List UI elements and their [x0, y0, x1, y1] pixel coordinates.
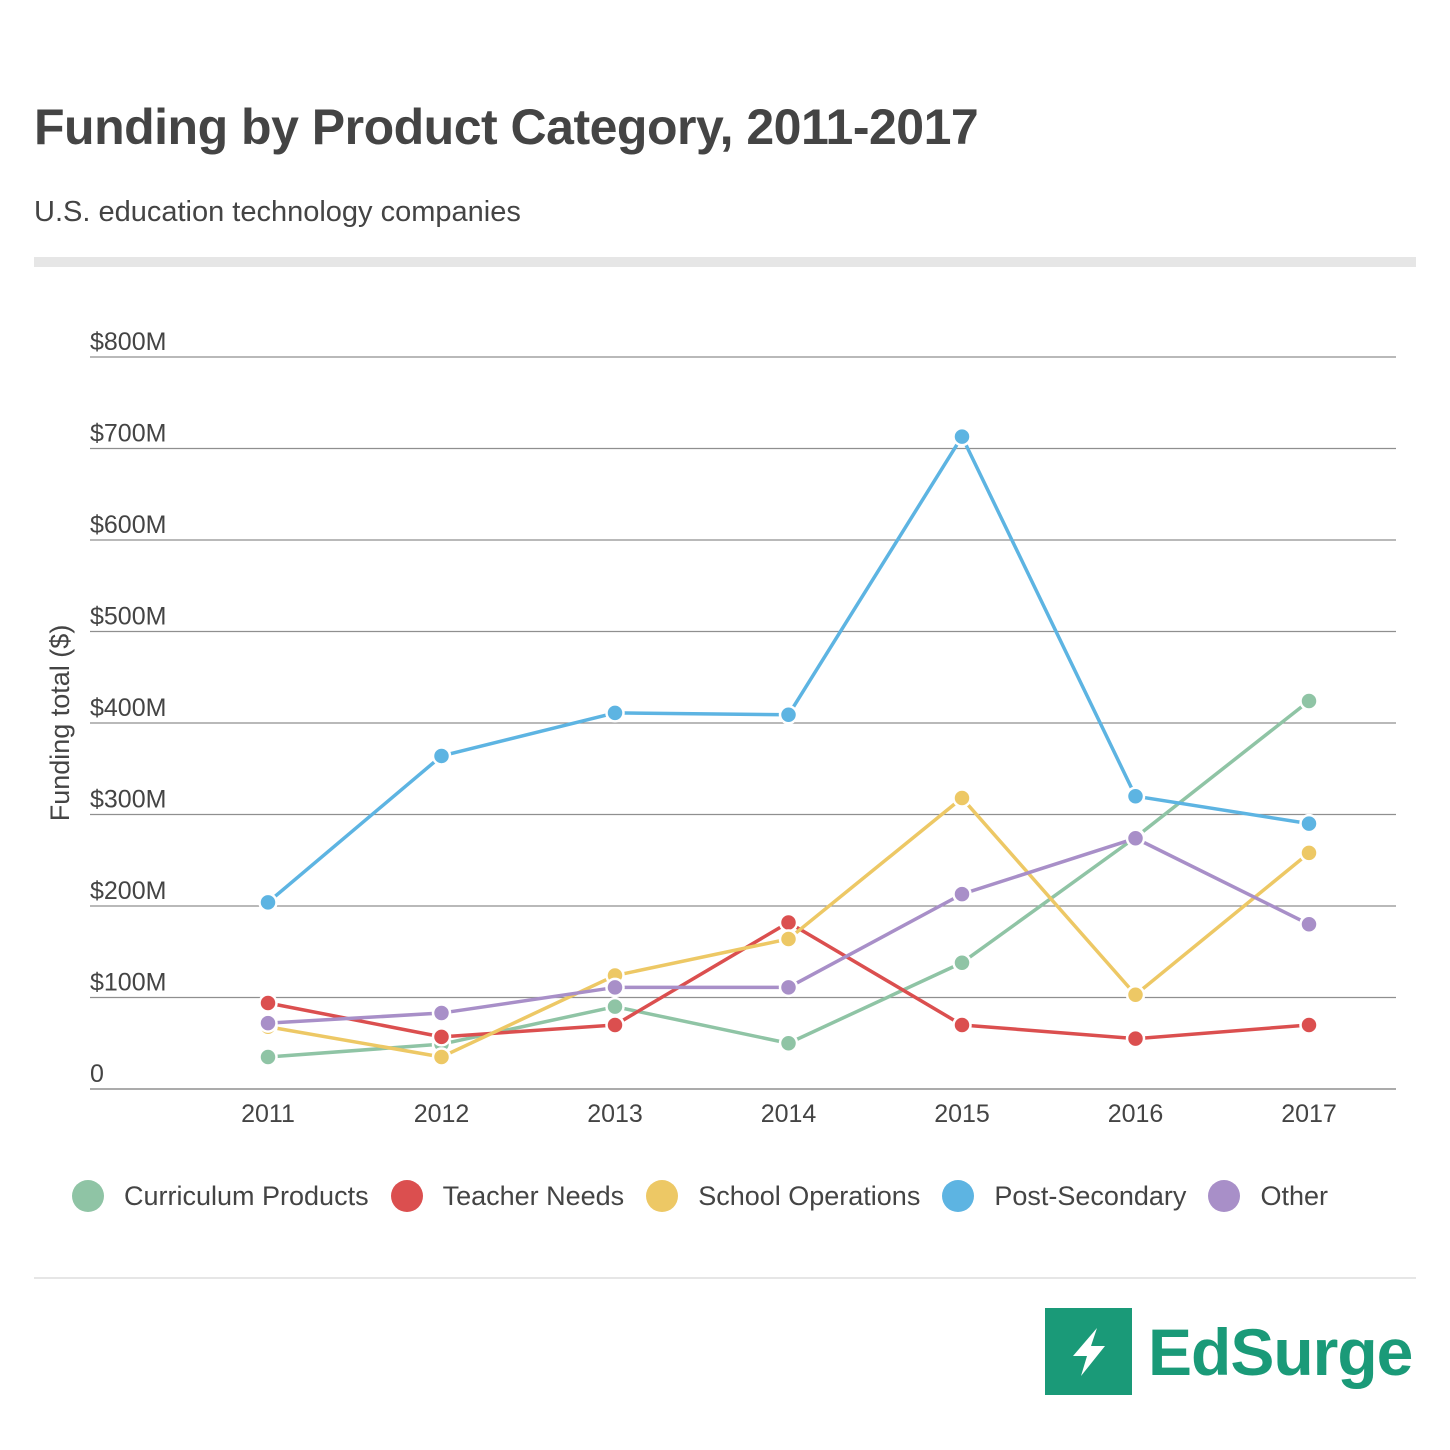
y-tick-label: $600M — [90, 511, 166, 539]
legend-item[interactable]: Curriculum Products — [72, 1180, 369, 1212]
y-tick-label: $500M — [90, 603, 166, 631]
data-point[interactable] — [952, 788, 972, 808]
data-point[interactable] — [1125, 786, 1146, 806]
logo-text: EdSurge — [1148, 1314, 1413, 1389]
legend-swatch — [942, 1180, 975, 1212]
data-point[interactable] — [605, 703, 625, 723]
x-tick-label: 2017 — [1281, 1100, 1337, 1128]
data-point[interactable] — [1299, 914, 1319, 935]
chart-subtitle: U.S. education technology companies — [34, 196, 521, 228]
y-tick-label: $100M — [90, 969, 166, 997]
chart-title: Funding by Product Category, 2011-2017 — [34, 99, 979, 155]
data-point[interactable] — [1125, 1028, 1146, 1049]
legend-item[interactable]: Teacher Needs — [390, 1180, 625, 1212]
x-tick-label: 2011 — [241, 1100, 295, 1128]
header-divider — [34, 257, 1416, 267]
data-point[interactable] — [778, 705, 799, 725]
data-point[interactable] — [605, 996, 625, 1017]
legend-label: Post-Secondary — [994, 1180, 1187, 1211]
data-point[interactable] — [1125, 828, 1146, 849]
y-tick-label: $200M — [90, 877, 166, 905]
legend-label: School Operations — [698, 1180, 921, 1211]
edsurge-logo: EdSurge — [1045, 1308, 1413, 1395]
y-tick-label: $400M — [90, 694, 166, 722]
data-point[interactable] — [952, 952, 972, 973]
data-point[interactable] — [431, 1027, 452, 1047]
data-point[interactable] — [1125, 985, 1146, 1005]
data-point[interactable] — [778, 977, 799, 998]
data-point[interactable] — [605, 1015, 625, 1035]
y-tick-label: $700M — [90, 420, 166, 448]
legend: Curriculum Products Teacher Needs School O… — [72, 1178, 1350, 1214]
lightning-bolt-icon — [1045, 1308, 1132, 1395]
data-point[interactable] — [952, 1015, 972, 1035]
data-point[interactable] — [605, 977, 625, 998]
data-point[interactable] — [778, 912, 799, 933]
legend-swatch — [646, 1180, 679, 1212]
y-tick-label: $300M — [90, 786, 166, 814]
y-tick-label: 0 — [90, 1060, 104, 1088]
data-point[interactable] — [258, 892, 278, 913]
series-lines — [266, 434, 1311, 1059]
legend-swatch — [1208, 1180, 1241, 1212]
legend-item[interactable]: Other — [1208, 1180, 1328, 1212]
legend-label: Other — [1260, 1180, 1328, 1211]
y-axis-title: Funding total ($) — [45, 625, 75, 822]
data-point[interactable] — [1299, 813, 1319, 834]
legend-swatch — [72, 1180, 104, 1212]
legend-label: Curriculum Products — [124, 1180, 369, 1211]
data-point[interactable] — [952, 426, 972, 447]
data-point[interactable] — [431, 746, 452, 766]
data-point[interactable] — [1299, 1015, 1319, 1035]
data-point[interactable] — [431, 1047, 452, 1067]
legend-label: Teacher Needs — [442, 1180, 625, 1211]
data-point[interactable] — [258, 1013, 278, 1033]
x-tick-label: 2012 — [414, 1100, 470, 1128]
legend-item[interactable]: School Operations — [646, 1180, 920, 1212]
series-points — [258, 426, 1319, 1067]
data-point[interactable] — [778, 1033, 799, 1053]
data-point[interactable] — [258, 993, 278, 1013]
x-tick-label: 2013 — [587, 1100, 643, 1128]
data-point[interactable] — [1299, 843, 1319, 863]
x-tick-label: 2016 — [1108, 1100, 1164, 1128]
data-point[interactable] — [431, 1003, 452, 1023]
legend-item[interactable]: Post-Secondary — [942, 1180, 1186, 1212]
series-line-post-secondary — [266, 434, 1311, 905]
legend-swatch — [390, 1180, 423, 1212]
series-line-curriculum-products — [266, 699, 1311, 1059]
data-point[interactable] — [1299, 691, 1319, 711]
data-point[interactable] — [778, 929, 799, 949]
x-tick-labels: 2011 2012 2013 2014 2015 2016 2017 — [241, 1100, 1337, 1128]
data-point[interactable] — [258, 1047, 278, 1067]
footer-divider — [34, 1277, 1416, 1279]
y-tick-label: $800M — [90, 328, 166, 356]
y-tick-labels: 0 $100M $200M $300M $400M $500M $600M $700M $800… — [90, 328, 166, 1088]
data-point[interactable] — [952, 884, 972, 904]
gridlines — [90, 356, 1396, 1090]
x-tick-label: 2015 — [934, 1100, 990, 1128]
x-tick-label: 2014 — [761, 1100, 817, 1128]
